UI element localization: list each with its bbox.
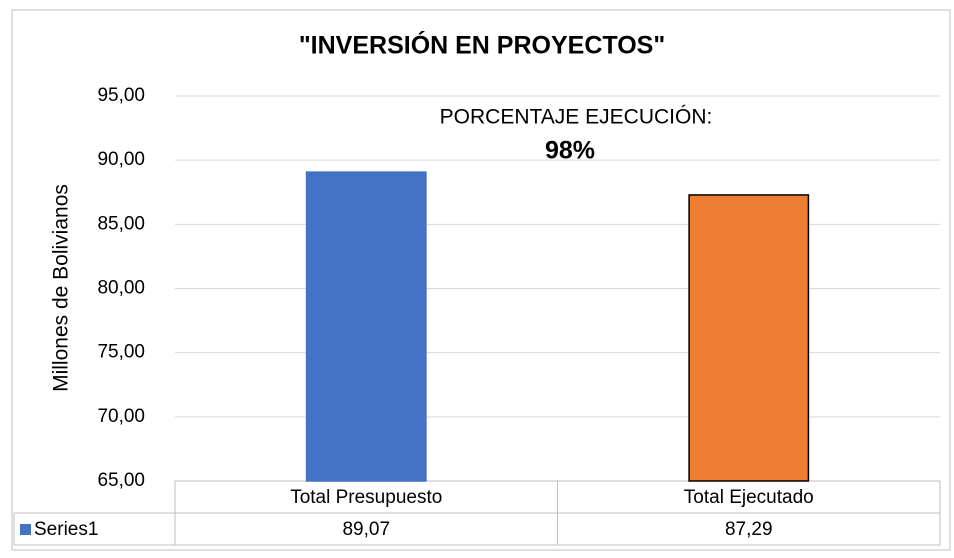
- y-tick-label: 90,00: [97, 149, 145, 170]
- data-label: 87,29: [725, 519, 773, 540]
- y-tick-label: 80,00: [97, 278, 145, 299]
- legend-label: Series1: [34, 519, 98, 540]
- data-label: 89,07: [342, 519, 390, 540]
- bar: [305, 171, 427, 482]
- x-tick-label: Total Presupuesto: [290, 487, 442, 508]
- chart-title: "INVERSIÓN EN PROYECTOS": [299, 30, 665, 60]
- annotation: PORCENTAJE EJECUCIÓN:: [440, 106, 713, 129]
- chart-border: [11, 9, 951, 551]
- y-axis-label: Millones de Bolivianos: [50, 184, 73, 392]
- x-tick-label: Total Ejecutado: [684, 487, 814, 508]
- y-tick-label: 65,00: [97, 470, 145, 491]
- y-tick-label: 95,00: [97, 85, 145, 106]
- y-tick-label: 85,00: [97, 213, 145, 234]
- bar: [688, 194, 810, 482]
- y-tick-label: 75,00: [97, 342, 145, 363]
- y-tick-label: 70,00: [97, 406, 145, 427]
- legend-swatch: [20, 524, 31, 535]
